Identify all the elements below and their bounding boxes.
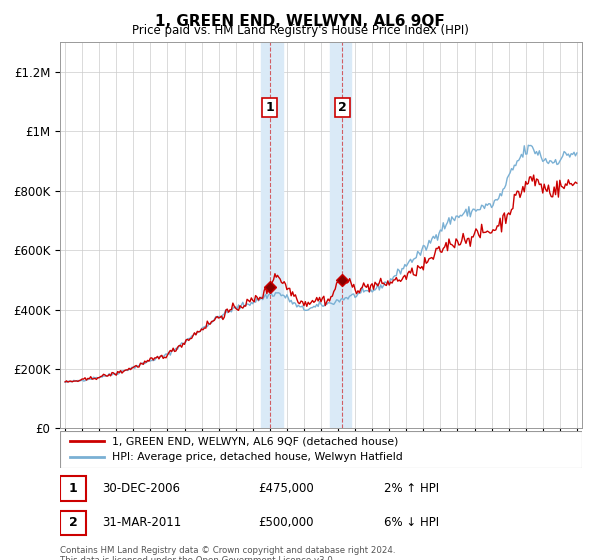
Text: Contains HM Land Registry data © Crown copyright and database right 2024.
This d: Contains HM Land Registry data © Crown c… [60,546,395,560]
Text: £475,000: £475,000 [259,482,314,495]
Text: 1: 1 [265,101,274,114]
FancyBboxPatch shape [60,431,582,468]
Text: 1, GREEN END, WELWYN, AL6 9QF: 1, GREEN END, WELWYN, AL6 9QF [155,14,445,29]
Text: 1: 1 [68,482,77,495]
Text: Price paid vs. HM Land Registry's House Price Index (HPI): Price paid vs. HM Land Registry's House … [131,24,469,37]
Bar [261,42,283,428]
FancyBboxPatch shape [60,477,86,501]
Text: 31-MAR-2011: 31-MAR-2011 [102,516,181,529]
Text: £500,000: £500,000 [259,516,314,529]
Bar [329,42,351,428]
Text: HPI: Average price, detached house, Welwyn Hatfield: HPI: Average price, detached house, Welw… [112,452,403,463]
Text: 2: 2 [68,516,77,529]
Text: 2: 2 [338,101,347,114]
Text: 6% ↓ HPI: 6% ↓ HPI [383,516,439,529]
Text: 30-DEC-2006: 30-DEC-2006 [102,482,180,495]
Text: 2% ↑ HPI: 2% ↑ HPI [383,482,439,495]
FancyBboxPatch shape [60,511,86,535]
Text: 1, GREEN END, WELWYN, AL6 9QF (detached house): 1, GREEN END, WELWYN, AL6 9QF (detached … [112,436,398,446]
